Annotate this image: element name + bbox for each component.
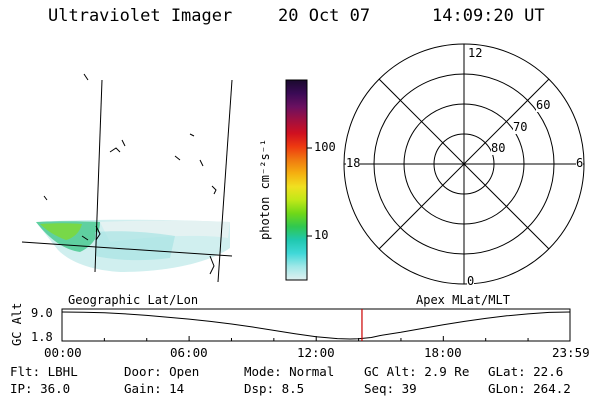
x-tick-2359: 23:59 xyxy=(552,345,590,360)
mlt-label-12: 12 xyxy=(468,46,483,60)
status-glon: GLon: 264.2 xyxy=(488,381,571,396)
mlt-label-18: 18 xyxy=(346,156,361,170)
mlat-label-70: 70 xyxy=(513,120,528,134)
x-ticks xyxy=(61,336,571,341)
geographic-image xyxy=(21,73,233,283)
apex-label: Apex MLat/MLT xyxy=(416,293,510,307)
status-gcalt: GC Alt: 2.9 Re xyxy=(364,364,470,379)
mlt-label-6: 6 xyxy=(576,156,584,170)
status-flt: Flt: LBHL xyxy=(10,364,78,379)
status-dsp: Dsp: 8.5 xyxy=(244,381,305,396)
date-label: 20 Oct 07 xyxy=(278,6,371,26)
status-door: Door: Open xyxy=(124,364,200,379)
x-tick-0600: 06:00 xyxy=(170,345,208,360)
status-mode: Mode: Normal xyxy=(244,364,335,379)
x-tick-1800: 18:00 xyxy=(424,345,462,360)
altitude-series-line xyxy=(61,311,571,340)
time-label: 14:09:20 UT xyxy=(432,6,545,26)
mlat-label-80: 80 xyxy=(491,141,506,155)
y-tick-9: 9.0 xyxy=(31,306,53,320)
mlat-label-60: 60 xyxy=(536,98,551,112)
colorbar-tick-100: 100 xyxy=(314,140,336,154)
status-glat: GLat: 22.6 xyxy=(488,364,564,379)
instrument-title: Ultraviolet Imager xyxy=(48,6,233,26)
colorbar-tick-10: 10 xyxy=(314,228,329,242)
header: Ultraviolet Imager 20 Oct 07 14:09:20 UT xyxy=(0,6,600,30)
x-tick-0000: 00:00 xyxy=(44,345,82,360)
x-tick-1200: 12:00 xyxy=(297,345,335,360)
geographic-label: Geographic Lat/Lon xyxy=(68,293,199,307)
status-gain: Gain: 14 xyxy=(124,381,185,396)
y-tick-1-8: 1.8 xyxy=(31,330,53,344)
status-ip: IP: 36.0 xyxy=(10,381,71,396)
mlt-label-0: 0 xyxy=(467,274,475,288)
status-seq: Seq: 39 xyxy=(364,381,417,396)
y-axis-label: GC Alt xyxy=(10,302,24,346)
